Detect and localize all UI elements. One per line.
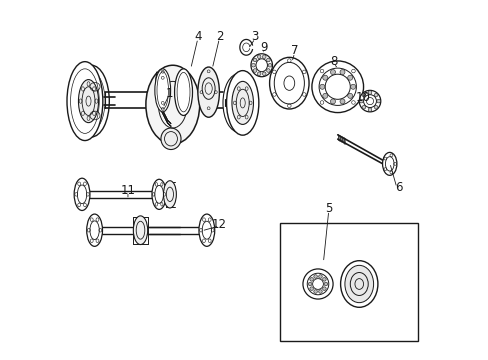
Ellipse shape [362, 105, 365, 109]
Text: 9: 9 [260, 41, 267, 54]
Ellipse shape [330, 69, 335, 75]
Ellipse shape [330, 99, 335, 104]
Text: 7: 7 [290, 44, 298, 57]
Ellipse shape [347, 75, 352, 80]
Text: 10: 10 [355, 91, 369, 104]
Ellipse shape [257, 72, 261, 76]
Bar [280, 223, 418, 341]
Ellipse shape [262, 55, 265, 59]
Ellipse shape [133, 216, 147, 244]
Ellipse shape [152, 179, 166, 210]
Ellipse shape [226, 71, 258, 135]
Ellipse shape [309, 278, 313, 281]
Text: 5: 5 [325, 202, 332, 215]
Ellipse shape [257, 55, 261, 59]
Ellipse shape [155, 69, 170, 112]
Ellipse shape [373, 105, 377, 109]
Ellipse shape [376, 99, 380, 103]
Ellipse shape [86, 214, 102, 246]
Ellipse shape [145, 65, 199, 144]
Ellipse shape [367, 91, 371, 94]
Ellipse shape [347, 93, 352, 98]
Text: 8: 8 [330, 55, 337, 68]
Ellipse shape [340, 261, 377, 307]
Ellipse shape [253, 58, 256, 62]
Ellipse shape [78, 80, 99, 123]
Text: 4: 4 [194, 30, 201, 43]
Ellipse shape [161, 128, 181, 149]
Ellipse shape [382, 152, 396, 175]
Ellipse shape [198, 67, 219, 117]
Ellipse shape [231, 81, 253, 125]
Ellipse shape [318, 290, 322, 293]
Ellipse shape [266, 58, 270, 62]
Ellipse shape [313, 290, 317, 293]
Ellipse shape [359, 99, 363, 103]
Text: 6: 6 [394, 181, 402, 194]
Ellipse shape [322, 278, 325, 281]
Ellipse shape [322, 93, 327, 98]
Ellipse shape [251, 63, 255, 67]
Ellipse shape [267, 63, 271, 67]
Ellipse shape [362, 93, 365, 97]
Text: 12: 12 [211, 218, 226, 231]
Ellipse shape [269, 57, 308, 109]
Ellipse shape [311, 61, 363, 113]
Ellipse shape [67, 62, 102, 140]
Ellipse shape [319, 84, 324, 89]
Ellipse shape [303, 269, 332, 299]
Text: 1: 1 [165, 87, 173, 100]
Text: 2: 2 [215, 30, 223, 43]
Ellipse shape [199, 214, 214, 246]
Ellipse shape [322, 75, 327, 80]
Ellipse shape [322, 287, 325, 291]
Ellipse shape [163, 181, 176, 208]
Ellipse shape [350, 84, 355, 89]
Ellipse shape [359, 90, 380, 112]
Ellipse shape [74, 178, 90, 211]
Ellipse shape [318, 275, 322, 278]
Ellipse shape [266, 69, 270, 72]
Ellipse shape [313, 275, 317, 278]
Ellipse shape [250, 54, 272, 77]
Ellipse shape [174, 69, 192, 116]
Ellipse shape [367, 108, 371, 112]
Ellipse shape [344, 265, 373, 303]
Text: 3: 3 [251, 30, 259, 43]
Ellipse shape [253, 69, 256, 72]
Ellipse shape [73, 65, 109, 137]
Ellipse shape [308, 282, 311, 286]
Ellipse shape [339, 99, 345, 104]
Ellipse shape [324, 282, 327, 286]
Ellipse shape [309, 287, 313, 291]
Ellipse shape [223, 73, 255, 132]
Ellipse shape [262, 72, 265, 76]
Text: 11: 11 [120, 184, 135, 197]
Ellipse shape [373, 93, 377, 97]
Ellipse shape [339, 69, 345, 75]
